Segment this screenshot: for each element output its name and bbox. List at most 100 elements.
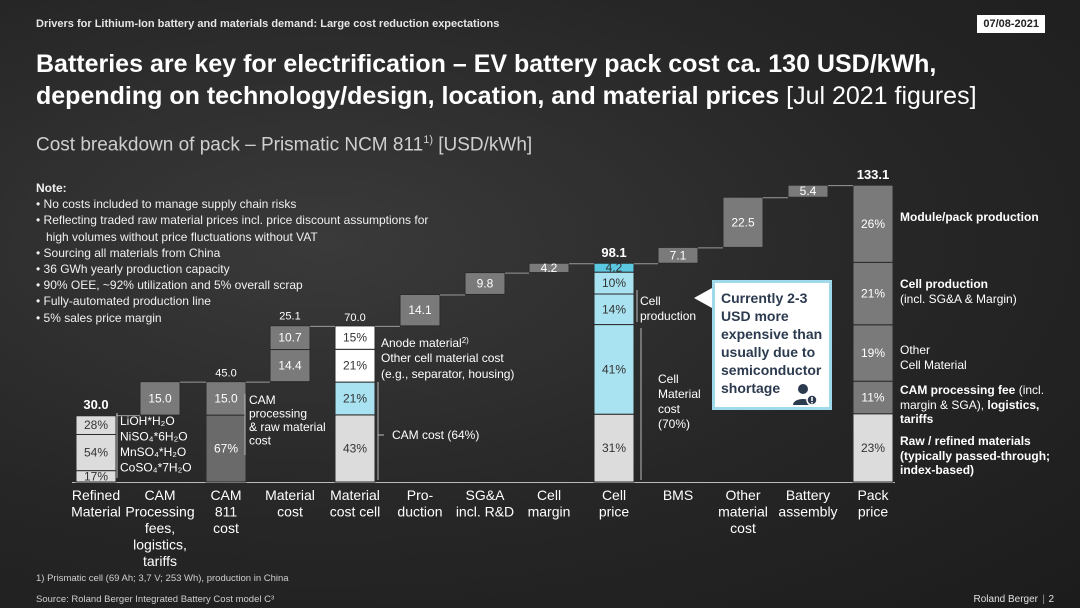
annotation-label: Cell [640, 294, 661, 308]
bar-segment-label: 23% [861, 441, 885, 455]
note-item: • 5% sales price margin [36, 310, 162, 325]
title-main: Batteries are key for electrification – … [36, 50, 937, 110]
bar-segment-label: 14.4 [278, 359, 302, 373]
category-label: Material [71, 504, 121, 520]
bar-segment-label: 31% [602, 441, 626, 455]
page-separator: | [1042, 594, 1045, 605]
subtitle-unit: [USD/kWh] [432, 134, 533, 156]
callout-pointer [694, 288, 712, 308]
bar-segment-label: 19% [861, 346, 885, 360]
footnote: 1) Prismatic cell (69 Ah; 3,7 V; 253 Wh)… [36, 573, 289, 584]
category-label: Other [725, 487, 760, 503]
legend-cam-bold2: logistics, tariffs [900, 397, 1040, 427]
bar-segment [593, 262, 635, 273]
category-label: Processing [125, 504, 194, 520]
formula-label: MnSO₄*H₂O [120, 445, 186, 459]
note-item: • Sourcing all materials from China [36, 245, 221, 260]
annotation-label: Anode material2) [381, 336, 469, 350]
page-title: Batteries are key for electrification – … [36, 48, 1046, 112]
annotation-label: (e.g., separator, housing) [381, 367, 514, 381]
bar-total-label: 70.0 [344, 312, 365, 324]
category-label: material [718, 504, 768, 520]
bar-segment-label: 4.2 [606, 261, 623, 275]
bar-segment-label: 54% [84, 446, 108, 460]
bar-segment-label: 14% [602, 302, 626, 316]
category-label: cost [730, 520, 756, 536]
annotation-label: CAM [249, 393, 276, 407]
bar-segment-label: 15% [343, 331, 367, 345]
category-label: logistics, [133, 537, 187, 553]
note-item: • No costs included to manage supply cha… [36, 197, 297, 212]
bar-value-label: 5.4 [800, 184, 817, 198]
bar-segment-label: 67% [214, 442, 238, 456]
bar-value-label: 9.8 [477, 277, 494, 291]
page-number: 2 [1048, 594, 1054, 605]
formula-label: NiSO₄*6H₂O [120, 430, 188, 444]
brand-logo: Roland Berger [973, 594, 1038, 605]
formula-label: LiOH*H₂O [120, 414, 175, 428]
category-label: Pack [857, 487, 889, 503]
legend-cam: CAM processing fee (incl. margin & SGA),… [900, 383, 1060, 427]
bar-total-label: 45.0 [215, 368, 236, 380]
category-label: price [858, 504, 889, 520]
category-label: Material [330, 487, 380, 503]
bar-segment-label: 26% [861, 217, 885, 231]
source-note: Source: Roland Berger Integrated Battery… [36, 594, 275, 605]
category-label: BMS [663, 487, 693, 503]
bar-segment [852, 261, 894, 326]
category-label: CAM [144, 487, 175, 503]
annotation-label: processing [249, 407, 307, 421]
legend-cam-bold: CAM processing fee [900, 383, 1016, 397]
bar-value-label: 4.2 [541, 261, 558, 275]
bar-value-label: 15.0 [148, 391, 172, 405]
category-label: Pro- [407, 487, 434, 503]
bar-segment [528, 262, 570, 274]
bar-segment-label: 41% [602, 362, 626, 376]
note-box: Note: • No costs included to manage supp… [36, 180, 436, 326]
legend-module: Module/pack production [900, 210, 1039, 224]
bar-segment-label: 17% [84, 469, 108, 483]
annotation-label: Other cell material cost [381, 351, 504, 365]
legend-cell-bold: Cell production [900, 277, 988, 291]
category-label: assembly [778, 504, 837, 520]
bar-total-label: 133.1 [857, 167, 890, 182]
shortage-callout: Currently 2-3 USD more expensive than us… [712, 280, 832, 410]
bar-segment [75, 415, 117, 436]
annotation-label: cost [658, 402, 681, 416]
category-label: Cell [602, 487, 626, 503]
annotation-label: & raw material [249, 420, 326, 434]
bar-segment [139, 381, 181, 416]
annotation-label: production [640, 309, 696, 323]
bar-segment-label: 10% [602, 276, 626, 290]
category-label: price [599, 504, 630, 520]
note-item: • 90% OEE, ~92% utilization and 5% overa… [36, 278, 303, 293]
note-list: • No costs included to manage supply cha… [36, 196, 436, 326]
annotation-label: Cell [658, 372, 679, 386]
annotation-label: CAM cost (64%) [392, 428, 479, 442]
note-item: • Fully-automated production line [36, 294, 211, 309]
bar-value-label: 7.1 [670, 248, 687, 262]
subtitle-footnote-mark: 1) [423, 134, 433, 146]
category-label: tariffs [143, 553, 177, 569]
legend-cell-rest: (incl. SG&A & Margin) [900, 291, 1017, 306]
category-label: SG&A [466, 487, 506, 503]
bar-segment [593, 324, 635, 415]
bar-segment-label: 21% [343, 391, 367, 405]
category-label: cost [277, 504, 303, 520]
bracket-line [377, 382, 384, 480]
title-suffix: [Jul 2021 figures] [779, 82, 977, 110]
bar-segment [269, 325, 311, 351]
category-label: 811 [215, 504, 238, 520]
bar-segment [205, 381, 247, 416]
note-heading: Note: [36, 181, 67, 195]
category-label: incl. R&D [456, 504, 514, 520]
bar-segment [722, 196, 764, 248]
bar-segment [334, 381, 376, 416]
subtitle-text: Cost breakdown of pack – Prismatic NCM 8… [36, 134, 424, 156]
bar-segment-label: 15.0 [214, 391, 238, 405]
bar-segment [593, 413, 635, 483]
category-label: Refined [72, 487, 120, 503]
category-label: CAM [210, 487, 241, 503]
category-label: duction [397, 504, 442, 520]
